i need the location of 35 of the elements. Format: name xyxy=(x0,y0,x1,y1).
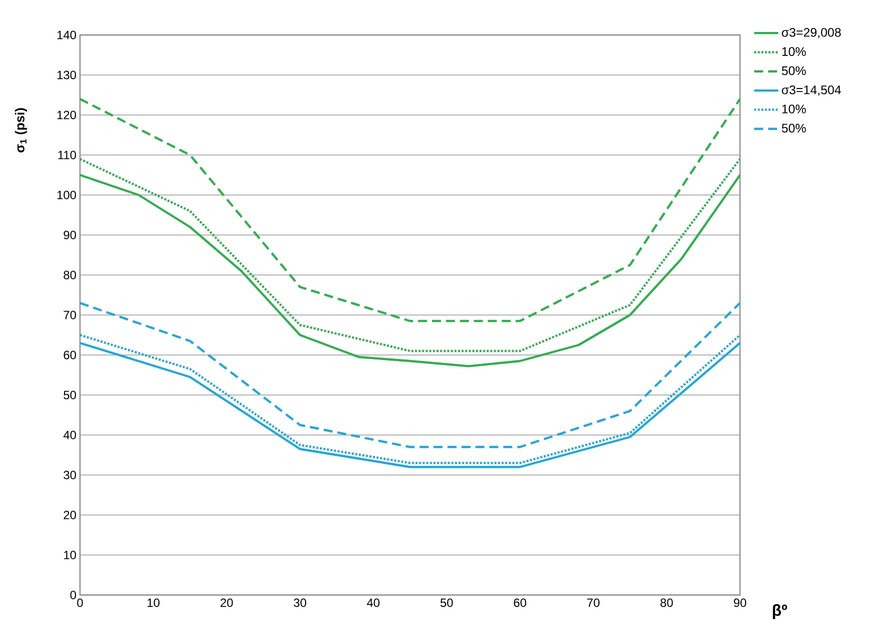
y-tick-label: 10 xyxy=(64,550,76,560)
legend-label: 50% xyxy=(782,66,806,76)
y-tick-label: 50 xyxy=(64,390,76,400)
y-tick-label: 110 xyxy=(58,150,76,160)
x-tick-label: 30 xyxy=(294,598,306,607)
legend-label: 50% xyxy=(782,124,806,133)
y-tick-label: 130 xyxy=(57,70,76,80)
line-series xyxy=(80,302,740,448)
x-tick-label: 80 xyxy=(660,598,673,607)
y-tick-label: 20 xyxy=(64,510,76,520)
legend-label: σ3=29,008 xyxy=(782,28,841,38)
y-tick-label: 60 xyxy=(64,350,76,360)
legend-label: 10% xyxy=(782,104,806,114)
x-tick-label: 40 xyxy=(366,598,380,607)
x-tick-label: 20 xyxy=(220,598,233,607)
line-series xyxy=(80,98,740,322)
y-axis-title: σ$_{1}$ (psi) xyxy=(14,108,27,152)
y-tick-label: 30 xyxy=(64,470,76,480)
y-tick-label: 120 xyxy=(57,110,76,120)
x-tick-label: 70 xyxy=(587,598,600,607)
y-tick-label: 80 xyxy=(64,270,76,280)
x-axis-title: βº xyxy=(772,604,788,619)
y-tick-label: 70 xyxy=(64,310,76,320)
legend-label: 10% xyxy=(782,47,806,56)
x-tick-label: 10 xyxy=(148,598,160,607)
x-tick-label: 60 xyxy=(514,598,526,607)
y-tick-label: 90 xyxy=(64,230,76,240)
x-tick-label: 0 xyxy=(77,598,83,607)
y-tick-label: 0 xyxy=(70,590,76,600)
legend-label: σ3=14,504 xyxy=(782,85,841,96)
x-tick-label: 50 xyxy=(440,598,453,607)
x-tick-label: 90 xyxy=(734,598,746,607)
y-tick-label: 140 xyxy=(57,30,76,40)
y-tick-label: 40 xyxy=(63,430,76,440)
y-tick-label: 100 xyxy=(57,190,76,200)
